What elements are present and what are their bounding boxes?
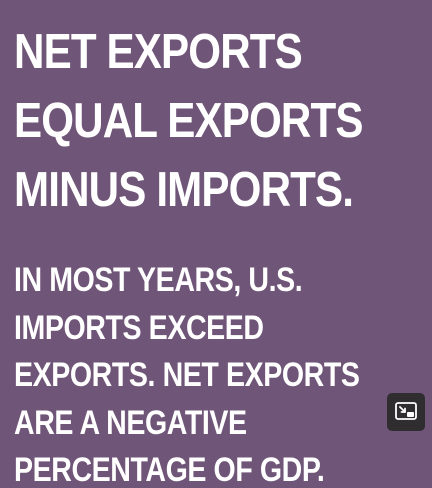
body-line-2: IMPORTS EXCEED	[14, 308, 264, 347]
picture-in-picture-icon	[395, 402, 417, 420]
body-line-3: EXPORTS. NET EXPORTS	[14, 356, 360, 394]
picture-in-picture-button[interactable]	[387, 393, 425, 431]
slide-body-text: IN MOST YEARS, U.S. IMPORTS EXCEED EXPOR…	[14, 257, 384, 488]
slide-heading: NET EXPORTS EQUAL EXPORTS MINUS IMPORTS.	[14, 18, 367, 225]
heading-line-1: NET EXPORTS	[14, 25, 303, 79]
body-line-4: ARE A NEGATIVE	[14, 403, 247, 442]
body-line-1: IN MOST YEARS, U.S.	[14, 261, 303, 299]
body-line-5: PERCENTAGE OF GDP.	[14, 451, 325, 488]
heading-line-3: MINUS IMPORTS.	[14, 163, 354, 217]
heading-line-2: EQUAL EXPORTS	[14, 94, 363, 148]
